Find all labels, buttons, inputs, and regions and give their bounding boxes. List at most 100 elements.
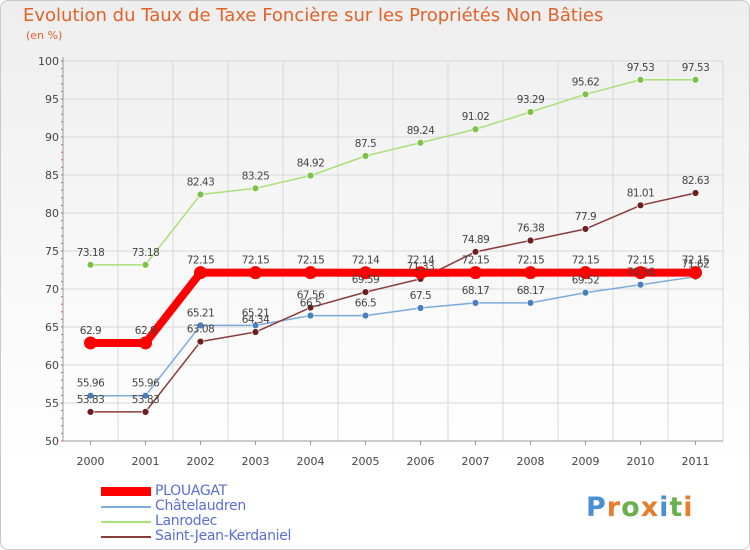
data-point-chatelaudren bbox=[526, 299, 535, 307]
logo-letter: x bbox=[640, 492, 660, 523]
series-line-saint-jean-kerdaniel bbox=[90, 192, 696, 413]
data-point-saint-jean-kerdaniel bbox=[581, 225, 590, 233]
data-label-lanrodec: 83.25 bbox=[242, 170, 270, 182]
legend-swatch bbox=[101, 536, 151, 538]
data-label-plouagat: 72.15 bbox=[517, 255, 545, 267]
logo-letter: r bbox=[606, 492, 622, 523]
x-tick-label: 2006 bbox=[407, 455, 435, 468]
data-point-plouagat bbox=[194, 266, 207, 280]
data-point-lanrodec bbox=[526, 108, 535, 116]
legend-swatch bbox=[101, 521, 151, 523]
data-point-chatelaudren bbox=[416, 304, 425, 312]
data-label-saint-jean-kerdaniel: 53.83 bbox=[77, 394, 105, 406]
data-label-plouagat: 72.15 bbox=[462, 255, 490, 267]
data-label-lanrodec: 89.24 bbox=[407, 125, 435, 137]
y-tick-label: 85 bbox=[45, 169, 59, 182]
data-label-plouagat: 62.9 bbox=[80, 325, 101, 337]
data-point-plouagat bbox=[689, 266, 702, 280]
y-tick-label: 100 bbox=[38, 55, 59, 68]
data-point-lanrodec bbox=[416, 138, 425, 147]
data-point-saint-jean-kerdaniel bbox=[251, 328, 260, 336]
data-label-lanrodec: 82.43 bbox=[187, 177, 215, 189]
data-label-lanrodec: 97.53 bbox=[627, 62, 655, 74]
data-point-saint-jean-kerdaniel bbox=[691, 189, 700, 197]
legend-swatch bbox=[101, 487, 151, 496]
data-point-plouagat bbox=[524, 266, 537, 280]
proxiti-logo: Proxiti bbox=[586, 492, 694, 523]
data-label-saint-jean-kerdaniel: 81.01 bbox=[627, 187, 655, 199]
logo-letter: P bbox=[586, 492, 607, 523]
data-point-chatelaudren bbox=[86, 391, 95, 400]
x-tick-label: 2011 bbox=[682, 455, 710, 468]
data-point-chatelaudren bbox=[581, 288, 590, 297]
x-tick-label: 2003 bbox=[242, 455, 270, 468]
series-line-chatelaudren bbox=[90, 275, 696, 397]
legend-label: PLOUAGAT bbox=[155, 483, 227, 499]
chart-title: Evolution du Taux de Taxe Foncière sur l… bbox=[23, 5, 604, 26]
logo-letter: o bbox=[621, 492, 641, 523]
y-tick-label: 80 bbox=[45, 207, 59, 220]
y-axis-ticks: 50 55 60 65 70 75 80 85 90 95 100 bbox=[38, 55, 59, 448]
y-tick-label: 55 bbox=[45, 397, 59, 410]
data-label-chatelaudren: 71.62 bbox=[682, 259, 710, 271]
y-axis-unit-label: (en %) bbox=[26, 29, 63, 42]
data-point-plouagat bbox=[139, 336, 152, 350]
series-layer bbox=[84, 75, 702, 416]
data-label-chatelaudren: 55.96 bbox=[132, 378, 160, 390]
data-point-chatelaudren bbox=[636, 280, 645, 289]
data-label-plouagat: 72.15 bbox=[187, 255, 215, 267]
data-label-chatelaudren: 65.21 bbox=[187, 307, 215, 319]
x-tick-label: 2009 bbox=[572, 455, 600, 468]
data-label-plouagat: 62.9 bbox=[135, 325, 156, 337]
y-tick-label: 90 bbox=[45, 131, 59, 144]
x-tick-label: 2005 bbox=[352, 455, 380, 468]
data-label-chatelaudren: 69.52 bbox=[572, 275, 600, 287]
data-label-saint-jean-kerdaniel: 76.38 bbox=[517, 223, 545, 235]
data-point-lanrodec bbox=[581, 90, 590, 99]
data-point-saint-jean-kerdaniel bbox=[196, 337, 205, 346]
grid-lines bbox=[62, 60, 724, 442]
data-label-plouagat: 72.15 bbox=[242, 255, 270, 267]
data-point-plouagat bbox=[469, 266, 482, 280]
y-tick-label: 95 bbox=[45, 93, 59, 106]
x-tick-label: 2001 bbox=[132, 455, 160, 468]
legend-label: Saint-Jean-Kerdaniel bbox=[155, 528, 292, 544]
data-point-lanrodec bbox=[251, 184, 260, 193]
data-point-lanrodec bbox=[196, 190, 205, 199]
data-labels: 62.9 62.9 72.15 72.15 72.15 72.14 72.14 72.15 72… bbox=[77, 62, 710, 406]
data-point-lanrodec bbox=[471, 125, 480, 134]
data-label-plouagat: 72.15 bbox=[627, 255, 655, 267]
data-label-lanrodec: 87.5 bbox=[355, 138, 376, 150]
data-point-saint-jean-kerdaniel bbox=[471, 247, 480, 256]
x-tick-label: 2004 bbox=[297, 455, 325, 468]
data-point-lanrodec bbox=[86, 260, 95, 269]
data-point-plouagat bbox=[359, 266, 372, 280]
data-point-plouagat bbox=[414, 266, 427, 280]
data-point-lanrodec bbox=[636, 75, 645, 84]
logo-letter: t bbox=[669, 492, 684, 523]
data-label-lanrodec: 93.29 bbox=[517, 94, 545, 106]
data-label-plouagat: 72.14 bbox=[352, 255, 380, 267]
x-axis-ticks: 2000 2001 2002 2003 2004 2005 2006 2007 2008 2009… bbox=[77, 455, 710, 468]
data-point-chatelaudren bbox=[306, 311, 315, 320]
data-label-chatelaudren: 70.56 bbox=[627, 267, 655, 279]
data-label-lanrodec: 95.62 bbox=[572, 76, 600, 88]
data-point-saint-jean-kerdaniel bbox=[86, 407, 95, 416]
y-tick-label: 75 bbox=[45, 245, 59, 258]
data-point-lanrodec bbox=[691, 75, 700, 84]
x-tick-label: 2007 bbox=[462, 455, 490, 468]
data-point-saint-jean-kerdaniel bbox=[636, 201, 645, 210]
data-label-saint-jean-kerdaniel: 63.08 bbox=[187, 324, 215, 336]
x-tick-label: 2000 bbox=[77, 455, 105, 468]
legend-swatch bbox=[101, 506, 151, 508]
data-label-lanrodec: 97.53 bbox=[682, 62, 710, 74]
data-label-chatelaudren: 68.17 bbox=[462, 285, 490, 297]
data-label-chatelaudren: 55.96 bbox=[77, 378, 105, 390]
data-label-saint-jean-kerdaniel: 74.89 bbox=[462, 234, 490, 246]
data-label-lanrodec: 73.18 bbox=[77, 247, 105, 259]
x-tick-label: 2010 bbox=[627, 455, 655, 468]
data-point-saint-jean-kerdaniel bbox=[526, 236, 535, 245]
axes bbox=[61, 57, 723, 445]
data-label-plouagat: 72.15 bbox=[297, 255, 325, 267]
data-point-saint-jean-kerdaniel bbox=[361, 288, 370, 297]
